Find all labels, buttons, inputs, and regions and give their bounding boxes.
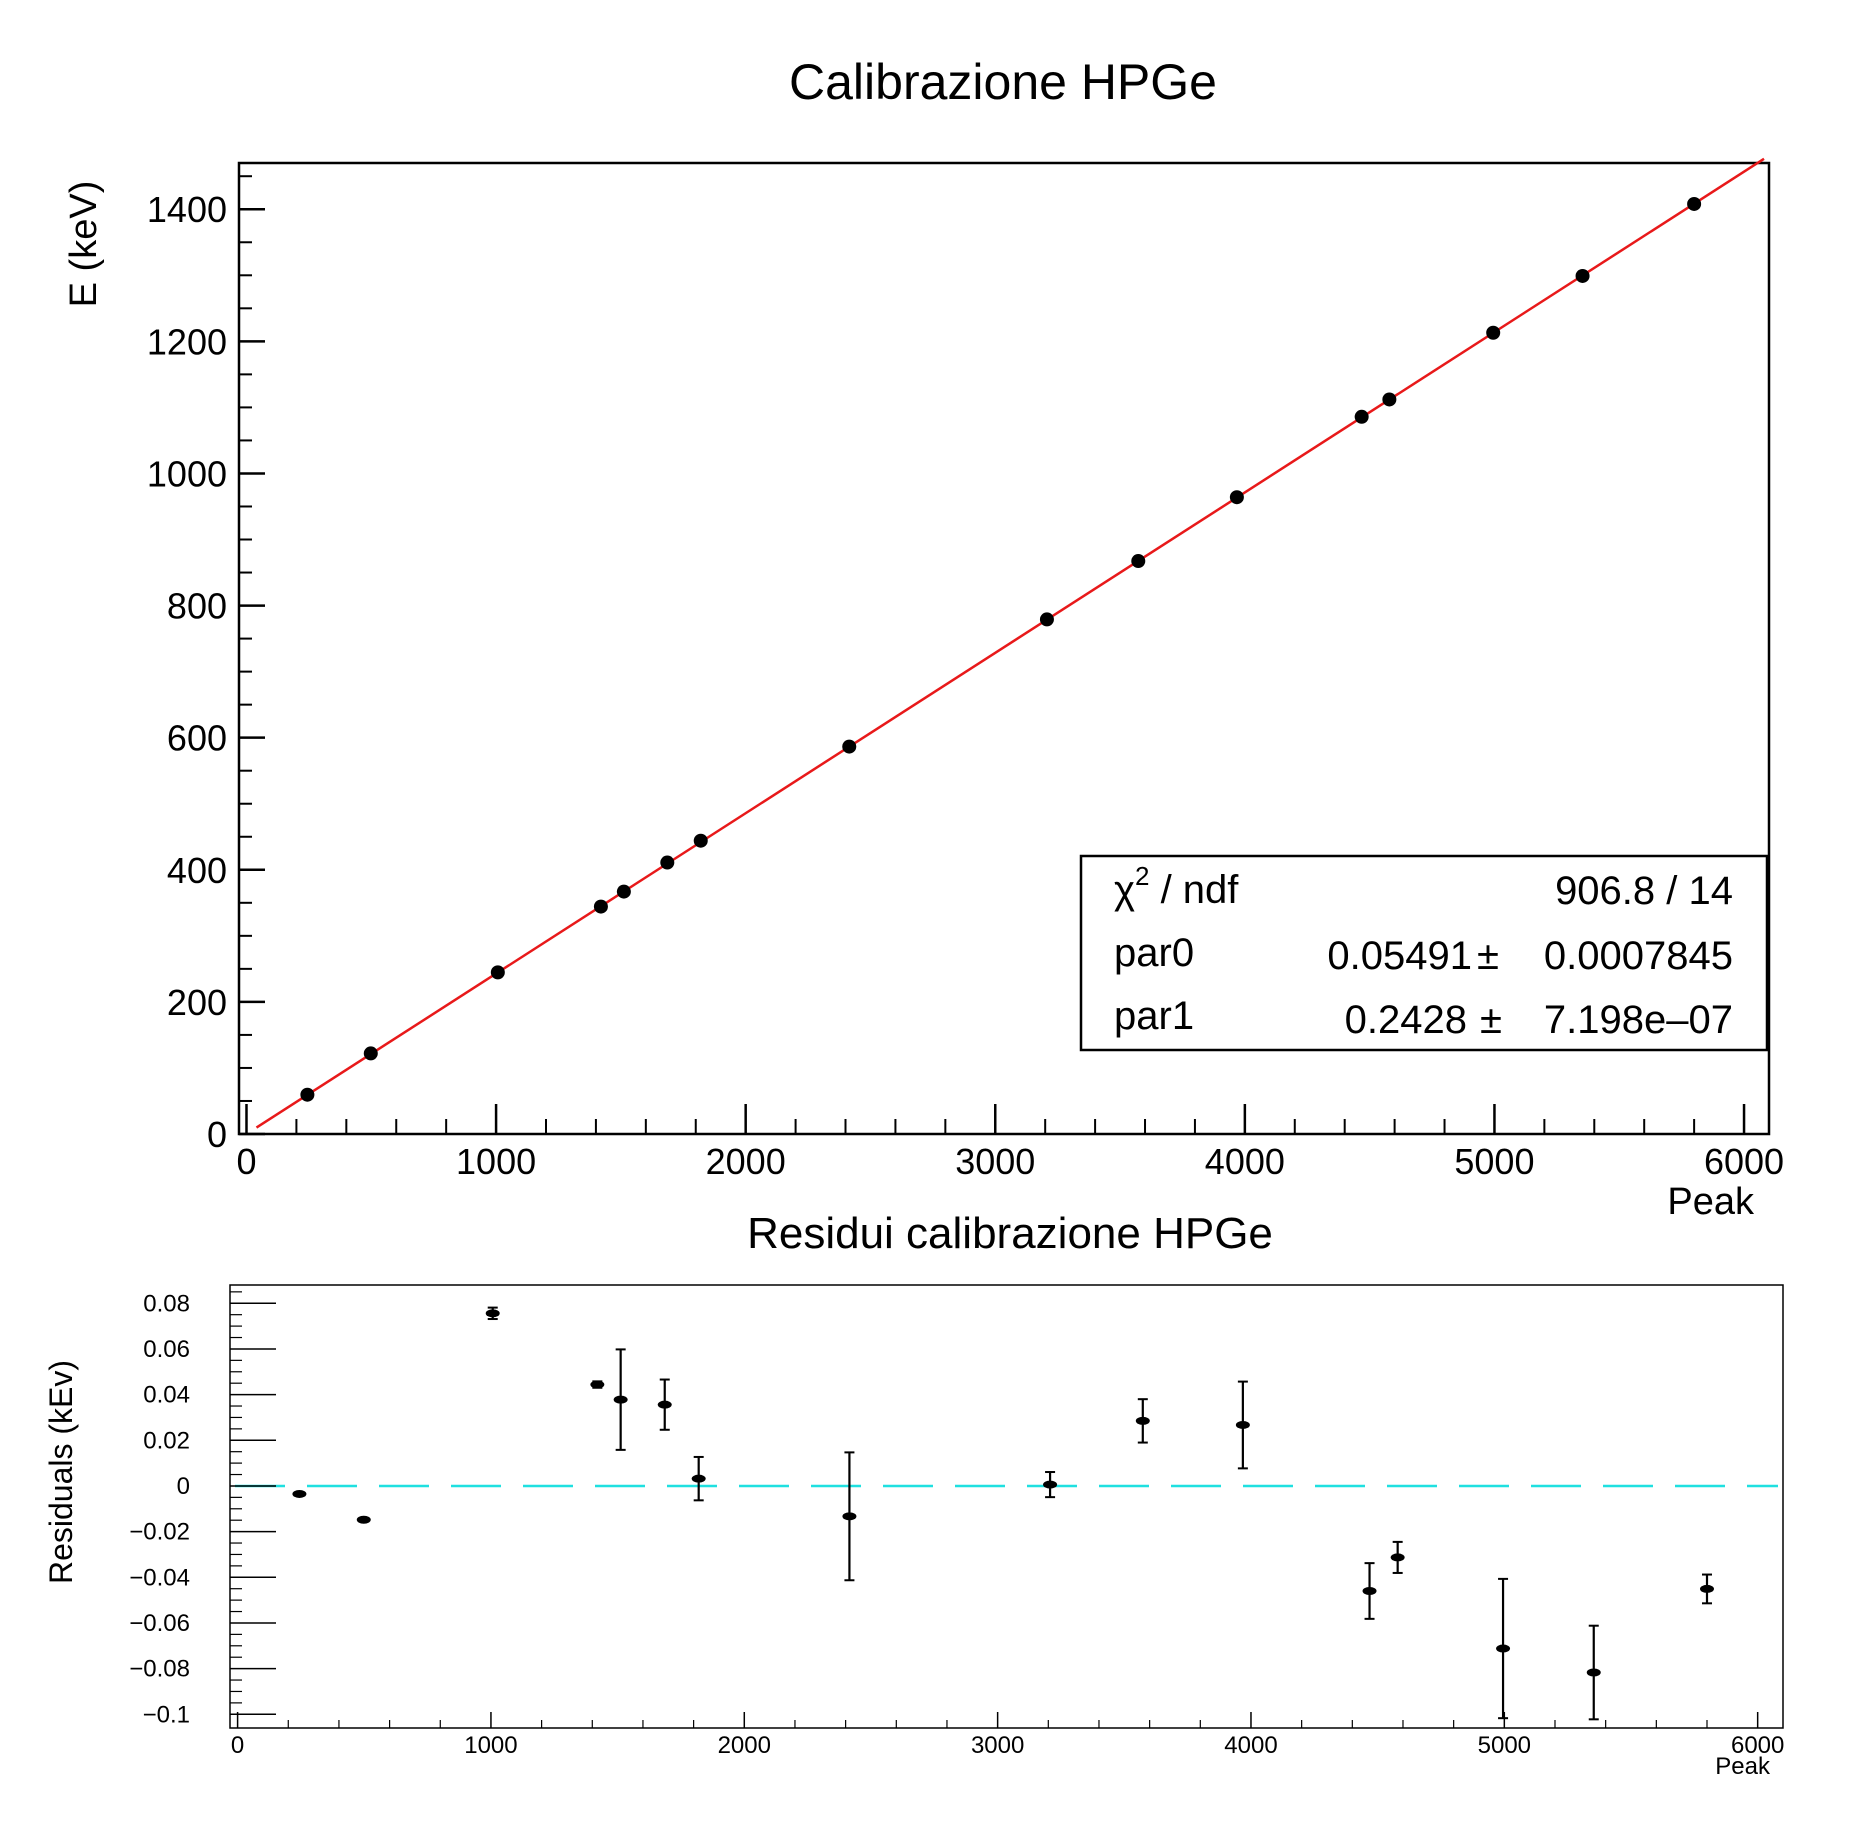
residual-point (1699, 1584, 1714, 1593)
stats-par0-label: par0 (1114, 931, 1194, 975)
plot-frame (237, 161, 1771, 1136)
stats-par1-value: 0.2428 (1345, 998, 1467, 1042)
residual-point (1362, 1586, 1377, 1595)
residual-point (485, 1309, 500, 1318)
residual-point (1235, 1420, 1250, 1429)
residual-x-tick-label: 4000 (1224, 1732, 1277, 1759)
y-tick-label: 1400 (147, 189, 227, 230)
data-point (1486, 325, 1501, 340)
stats-par0-value: 0.05491 (1327, 934, 1472, 978)
residuals-plot-frame (229, 1284, 1784, 1729)
residuals-y-axis: 0.08 0.06 0.04 0.02 0 −0.02 −0.04 −0.06 −0.08 −0.… (129, 1290, 276, 1728)
residuals-y-axis-label: Residuals (kEv) (43, 1360, 79, 1584)
residual-x-tick-label: 3000 (971, 1732, 1024, 1759)
stats-par0-pm: ± (1477, 934, 1499, 978)
stats-par1-label: par1 (1114, 994, 1194, 1038)
residual-x-tick-label: 6000 (1731, 1732, 1784, 1759)
x-axis-label: Peak (1667, 1181, 1755, 1223)
data-point (490, 965, 505, 980)
y-tick-label: 200 (167, 982, 227, 1023)
residual-point (1390, 1553, 1405, 1562)
data-point (300, 1087, 315, 1102)
y-axis-label: E (keV) (63, 181, 105, 308)
residual-y-tick-label: −0.1 (143, 1701, 190, 1728)
data-point (1354, 409, 1369, 424)
stats-par0-error: 0.0007845 (1544, 934, 1733, 978)
residual-x-tick-label: 2000 (718, 1732, 771, 1759)
x-tick-label: 0 (236, 1141, 256, 1182)
residual-points (292, 1306, 1714, 1721)
residual-point (613, 1395, 628, 1404)
fit-line (255, 157, 1765, 1129)
data-point (1229, 490, 1244, 505)
chart-title: Calibrazione HPGe (789, 54, 1217, 110)
data-point (363, 1046, 378, 1061)
residual-point (356, 1515, 371, 1524)
stats-par1-pm: ± (1480, 998, 1502, 1042)
fit-stats-box: χ2 / ndf 906.8 / 14 par0 0.05491 ± 0.000… (1079, 854, 1769, 1052)
residual-point (1043, 1480, 1058, 1489)
data-point (593, 899, 608, 914)
data-point (1575, 268, 1590, 283)
data-point (1687, 196, 1702, 211)
x-tick-label: 2000 (706, 1141, 786, 1182)
y-tick-label: 0 (207, 1114, 227, 1155)
calibration-chart: Calibrazione HPGe 0 200 400 600 800 1000 1200 1… (63, 54, 1784, 1223)
residual-y-tick-label: 0.06 (143, 1336, 190, 1363)
data-point (1382, 392, 1397, 407)
residuals-x-axis-label: Peak (1715, 1753, 1771, 1780)
residual-y-tick-label: 0.04 (143, 1382, 190, 1409)
residuals-x-axis: 0 1000 2000 3000 4000 5000 6000 (231, 1712, 1784, 1759)
data-point (693, 833, 708, 848)
data-point (660, 855, 675, 870)
y-axis: 0 200 400 600 800 1000 1200 1400 (147, 175, 265, 1155)
x-axis: 0 1000 2000 3000 4000 5000 6000 (236, 1104, 1784, 1182)
residuals-title: Residui calibrazione HPGe (747, 1209, 1273, 1258)
residual-point (691, 1474, 706, 1483)
residual-y-tick-label: −0.06 (129, 1610, 190, 1637)
data-points (300, 196, 1702, 1102)
residual-point (1586, 1668, 1601, 1677)
residual-y-tick-label: 0.02 (143, 1427, 190, 1454)
stats-par1-error: 7.198e–07 (1544, 998, 1733, 1042)
residual-y-tick-label: 0 (177, 1473, 190, 1500)
residuals-chart: Residui calibrazione HPGe 0.080.060.040.… (43, 1209, 1784, 1780)
stats-frame (1079, 854, 1769, 1052)
y-tick-label: 400 (167, 850, 227, 891)
residual-point (1135, 1416, 1150, 1425)
y-tick-label: 1000 (147, 453, 227, 494)
residual-x-tick-label: 1000 (464, 1732, 517, 1759)
residual-point (590, 1380, 605, 1389)
residual-point (1496, 1644, 1511, 1653)
residual-x-tick-label: 0 (231, 1732, 244, 1759)
x-tick-label: 4000 (1205, 1141, 1285, 1182)
stats-chi2-label: χ2 / ndf (1114, 861, 1239, 912)
y-tick-label: 1200 (147, 321, 227, 362)
residual-x-tick-label: 5000 (1478, 1732, 1531, 1759)
x-tick-label: 3000 (955, 1141, 1035, 1182)
x-tick-label: 6000 (1704, 1141, 1784, 1182)
data-point (616, 884, 631, 899)
y-tick-label: 800 (167, 586, 227, 627)
residual-y-tick-label: −0.08 (129, 1656, 190, 1683)
residual-y-tick-label: −0.02 (129, 1519, 190, 1546)
stats-chi2-value: 906.8 / 14 (1555, 869, 1733, 913)
residual-point (842, 1512, 857, 1521)
residual-y-tick-label: −0.04 (129, 1564, 190, 1591)
residual-y-tick-label: 0.08 (143, 1290, 190, 1317)
residual-point (292, 1489, 307, 1498)
data-point (1131, 554, 1146, 569)
y-tick-label: 600 (167, 718, 227, 759)
x-tick-label: 1000 (456, 1141, 536, 1182)
x-tick-label: 5000 (1454, 1141, 1534, 1182)
residual-point (657, 1400, 672, 1409)
data-point (1039, 612, 1054, 627)
data-point (842, 739, 857, 754)
